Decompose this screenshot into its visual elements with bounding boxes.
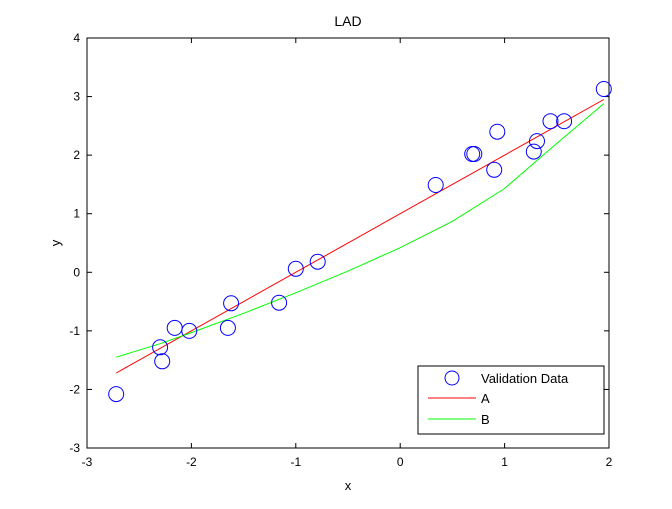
data-point: [271, 294, 288, 311]
plot-series: [108, 81, 612, 403]
y-tick-label: -2: [69, 382, 80, 396]
x-tick-label: -2: [186, 455, 197, 469]
data-point: [542, 113, 559, 130]
data-point: [287, 260, 304, 277]
data-point: [219, 319, 236, 336]
data-point: [223, 295, 240, 312]
x-tick-label: -3: [82, 455, 93, 469]
x-tick-label: 1: [501, 455, 508, 469]
y-tick-label: -1: [69, 324, 80, 338]
data-point: [486, 161, 503, 178]
y-tick-label: 2: [73, 148, 80, 162]
data-point: [181, 322, 198, 339]
data-point: [556, 113, 573, 130]
legend-marker-validation-data: [444, 370, 460, 386]
data-point: [108, 386, 125, 403]
legend-label-a: A: [481, 391, 490, 406]
y-tick-label: 4: [73, 31, 80, 45]
axis-ticks: -3 -2 -1 0 1 2 -3 -2 -1 0 1 2 3 4: [69, 31, 612, 469]
x-axis-label: x: [345, 478, 352, 493]
data-point: [427, 177, 444, 193]
y-tick-label: 0: [73, 265, 80, 279]
x-tick-label: -1: [290, 455, 301, 469]
data-point: [529, 133, 545, 150]
series-line-a: [115, 99, 605, 374]
y-tick-label: 3: [73, 90, 80, 104]
data-point: [309, 253, 326, 270]
x-tick-label: 2: [606, 455, 613, 469]
legend-box: [417, 365, 605, 435]
data-point: [466, 146, 483, 162]
data-point: [595, 81, 612, 97]
data-point: [525, 143, 542, 160]
y-tick-label: 1: [73, 207, 80, 221]
series-line-b: [116, 103, 605, 358]
chart-title: LAD: [334, 13, 361, 29]
legend-label-b: B: [481, 412, 490, 427]
legend: Validation Data A B: [417, 365, 605, 435]
data-point: [152, 339, 169, 356]
data-point: [154, 353, 171, 370]
y-tick-label: -3: [69, 441, 80, 455]
data-point: [489, 123, 506, 140]
legend-label-validation-data: Validation Data: [481, 371, 569, 386]
y-axis-label: y: [48, 239, 63, 246]
x-tick-label: 0: [397, 455, 404, 469]
